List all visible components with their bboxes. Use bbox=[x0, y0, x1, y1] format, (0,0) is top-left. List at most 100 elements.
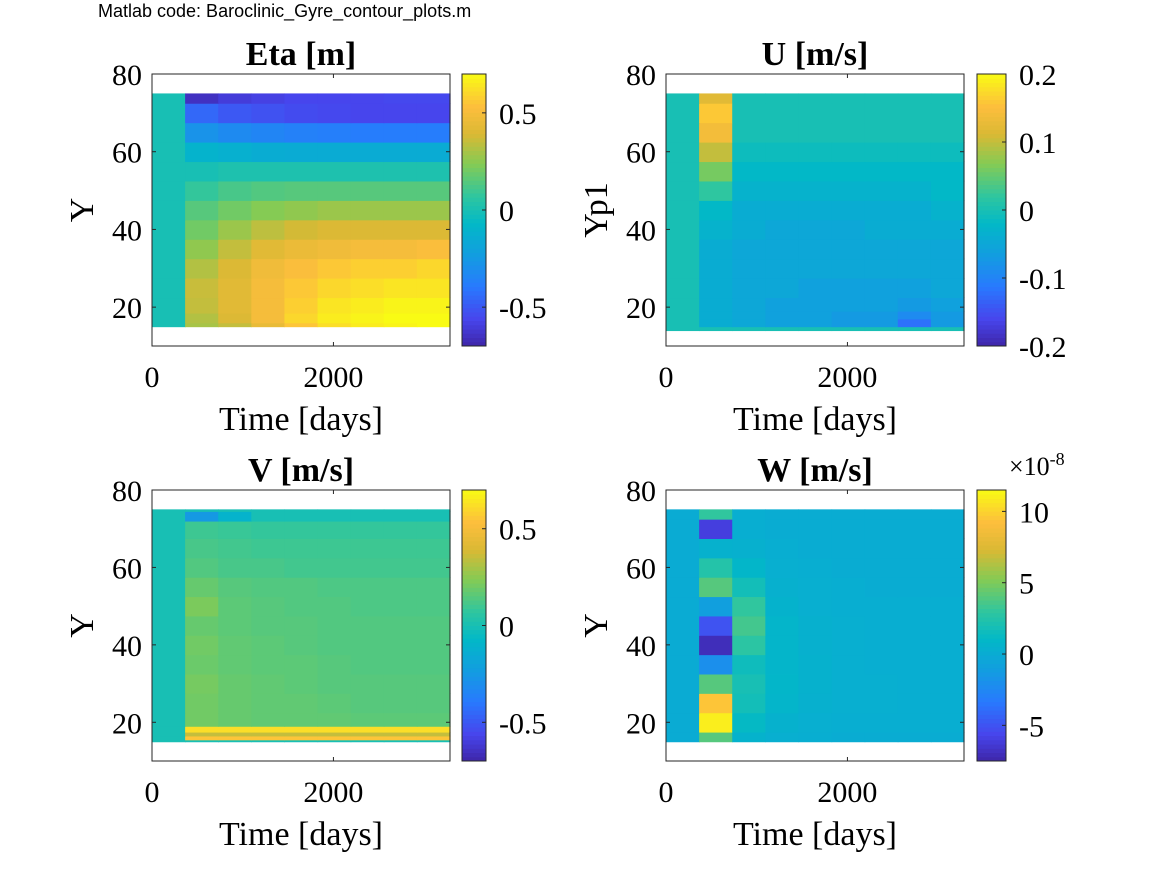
heatmap-cell bbox=[732, 731, 766, 743]
colorbar-segment bbox=[462, 650, 486, 656]
colorbar-segment bbox=[462, 591, 486, 597]
heatmap-cell bbox=[152, 161, 186, 182]
heatmap-cell bbox=[732, 200, 766, 221]
heatmap-cell bbox=[251, 103, 286, 124]
colorbar-segment bbox=[977, 252, 1006, 258]
heatmap-cell bbox=[152, 297, 186, 314]
heatmap-cell bbox=[798, 200, 833, 221]
heatmap-cell bbox=[831, 278, 866, 299]
heatmap-cell bbox=[930, 142, 965, 163]
heatmap-cell bbox=[185, 739, 219, 743]
heatmap-cell bbox=[666, 103, 700, 124]
heatmap-cell bbox=[218, 239, 252, 260]
heatmap-cell bbox=[864, 278, 899, 299]
heatmap-cell bbox=[864, 596, 899, 617]
heatmap-cell bbox=[930, 693, 965, 714]
heatmap-cell bbox=[732, 311, 766, 320]
panel-3: 0 2000 20 40 60 80 V [m/s] Time [days] Y -0.5 0 0.5 bbox=[64, 452, 547, 853]
colorbar-segment bbox=[977, 621, 1006, 626]
heatmap-cell bbox=[251, 297, 286, 314]
heatmap-cell bbox=[732, 519, 766, 539]
colorbar-segment bbox=[977, 574, 1006, 580]
x-tick-label: 0 bbox=[659, 361, 674, 394]
heatmap-cell bbox=[251, 557, 286, 578]
heatmap-cell bbox=[251, 278, 286, 299]
heatmap-cell bbox=[317, 219, 352, 240]
heatmap-cell bbox=[284, 180, 319, 201]
colorbar-segment bbox=[462, 167, 486, 173]
heatmap-cell bbox=[699, 297, 733, 312]
colorbar-segment bbox=[977, 112, 1006, 117]
colorbar-segment bbox=[462, 693, 486, 698]
heatmap-cell bbox=[383, 103, 418, 124]
heatmap-cell bbox=[416, 258, 451, 279]
heatmap-cell bbox=[732, 161, 766, 182]
heatmap-cell bbox=[284, 509, 319, 512]
colorbar-segment bbox=[462, 553, 486, 559]
heatmap-cell bbox=[798, 693, 833, 714]
heatmap-cell bbox=[864, 297, 899, 312]
colorbar-segment bbox=[462, 705, 486, 711]
heatmap-cell bbox=[152, 122, 186, 143]
heatmap-cell bbox=[765, 103, 800, 124]
heatmap-cell bbox=[251, 735, 286, 741]
heatmap-cell bbox=[185, 142, 219, 163]
colorbar-segment bbox=[977, 731, 1006, 737]
heatmap-cell bbox=[897, 122, 932, 143]
heatmap-cell bbox=[765, 122, 800, 143]
y-tick-label: 80 bbox=[626, 59, 656, 92]
heatmap-cell bbox=[350, 93, 385, 104]
heatmap-cell bbox=[284, 739, 319, 743]
heatmap-cell bbox=[831, 239, 866, 260]
heatmap-cell bbox=[831, 654, 866, 675]
heatmap-cell bbox=[897, 326, 932, 332]
heatmap-cell bbox=[284, 712, 319, 727]
heatmap-cell bbox=[383, 161, 418, 182]
heatmap-cell bbox=[383, 735, 418, 741]
colorbar-segment bbox=[977, 316, 1006, 321]
colorbar-segment bbox=[977, 528, 1006, 533]
heatmap-cells bbox=[666, 93, 965, 332]
heatmap-cell bbox=[930, 278, 965, 299]
chart-title: V [m/s] bbox=[248, 452, 354, 489]
heatmap-cell bbox=[185, 557, 219, 578]
heatmap-cell bbox=[897, 258, 932, 279]
heatmap-cell bbox=[732, 318, 766, 328]
heatmap-cell bbox=[416, 297, 451, 314]
heatmap-cell bbox=[699, 693, 733, 714]
colorbar-segment bbox=[462, 494, 486, 499]
colorbar-segment bbox=[977, 545, 1006, 550]
heatmap-cell bbox=[218, 673, 252, 694]
heatmap-cell bbox=[416, 615, 451, 636]
colorbar-segment bbox=[462, 574, 486, 580]
heatmap-cell bbox=[383, 615, 418, 636]
heatmap-cell bbox=[152, 509, 186, 512]
heatmap-cell bbox=[798, 93, 833, 104]
heatmap-cell bbox=[897, 577, 932, 598]
colorbar-segment bbox=[977, 91, 1006, 96]
heatmap-cell bbox=[185, 103, 219, 124]
heatmap-cell bbox=[897, 673, 932, 694]
heatmap-cell bbox=[416, 122, 451, 143]
heatmap-cell bbox=[317, 693, 352, 714]
heatmap-cell bbox=[699, 239, 733, 260]
heatmap-cell bbox=[765, 615, 800, 636]
colorbar-segment bbox=[977, 99, 1006, 105]
heatmap-cell bbox=[416, 735, 451, 741]
heatmap-cell bbox=[317, 322, 352, 328]
heatmap-cell bbox=[350, 511, 385, 522]
colorbar-segment bbox=[977, 752, 1006, 758]
colorbar-segment bbox=[462, 672, 486, 677]
colorbar-segment bbox=[977, 646, 1006, 652]
colorbar-segment bbox=[977, 744, 1006, 749]
colorbar-segment bbox=[462, 91, 486, 96]
heatmap-cell bbox=[383, 509, 418, 512]
heatmap-cell bbox=[765, 239, 800, 260]
heatmap-cell bbox=[185, 239, 219, 260]
heatmap-cell bbox=[831, 538, 866, 559]
heatmap-cell bbox=[831, 142, 866, 163]
colorbar-segment bbox=[462, 566, 486, 571]
colorbar-segment bbox=[462, 214, 486, 219]
heatmap-cell bbox=[765, 577, 800, 598]
